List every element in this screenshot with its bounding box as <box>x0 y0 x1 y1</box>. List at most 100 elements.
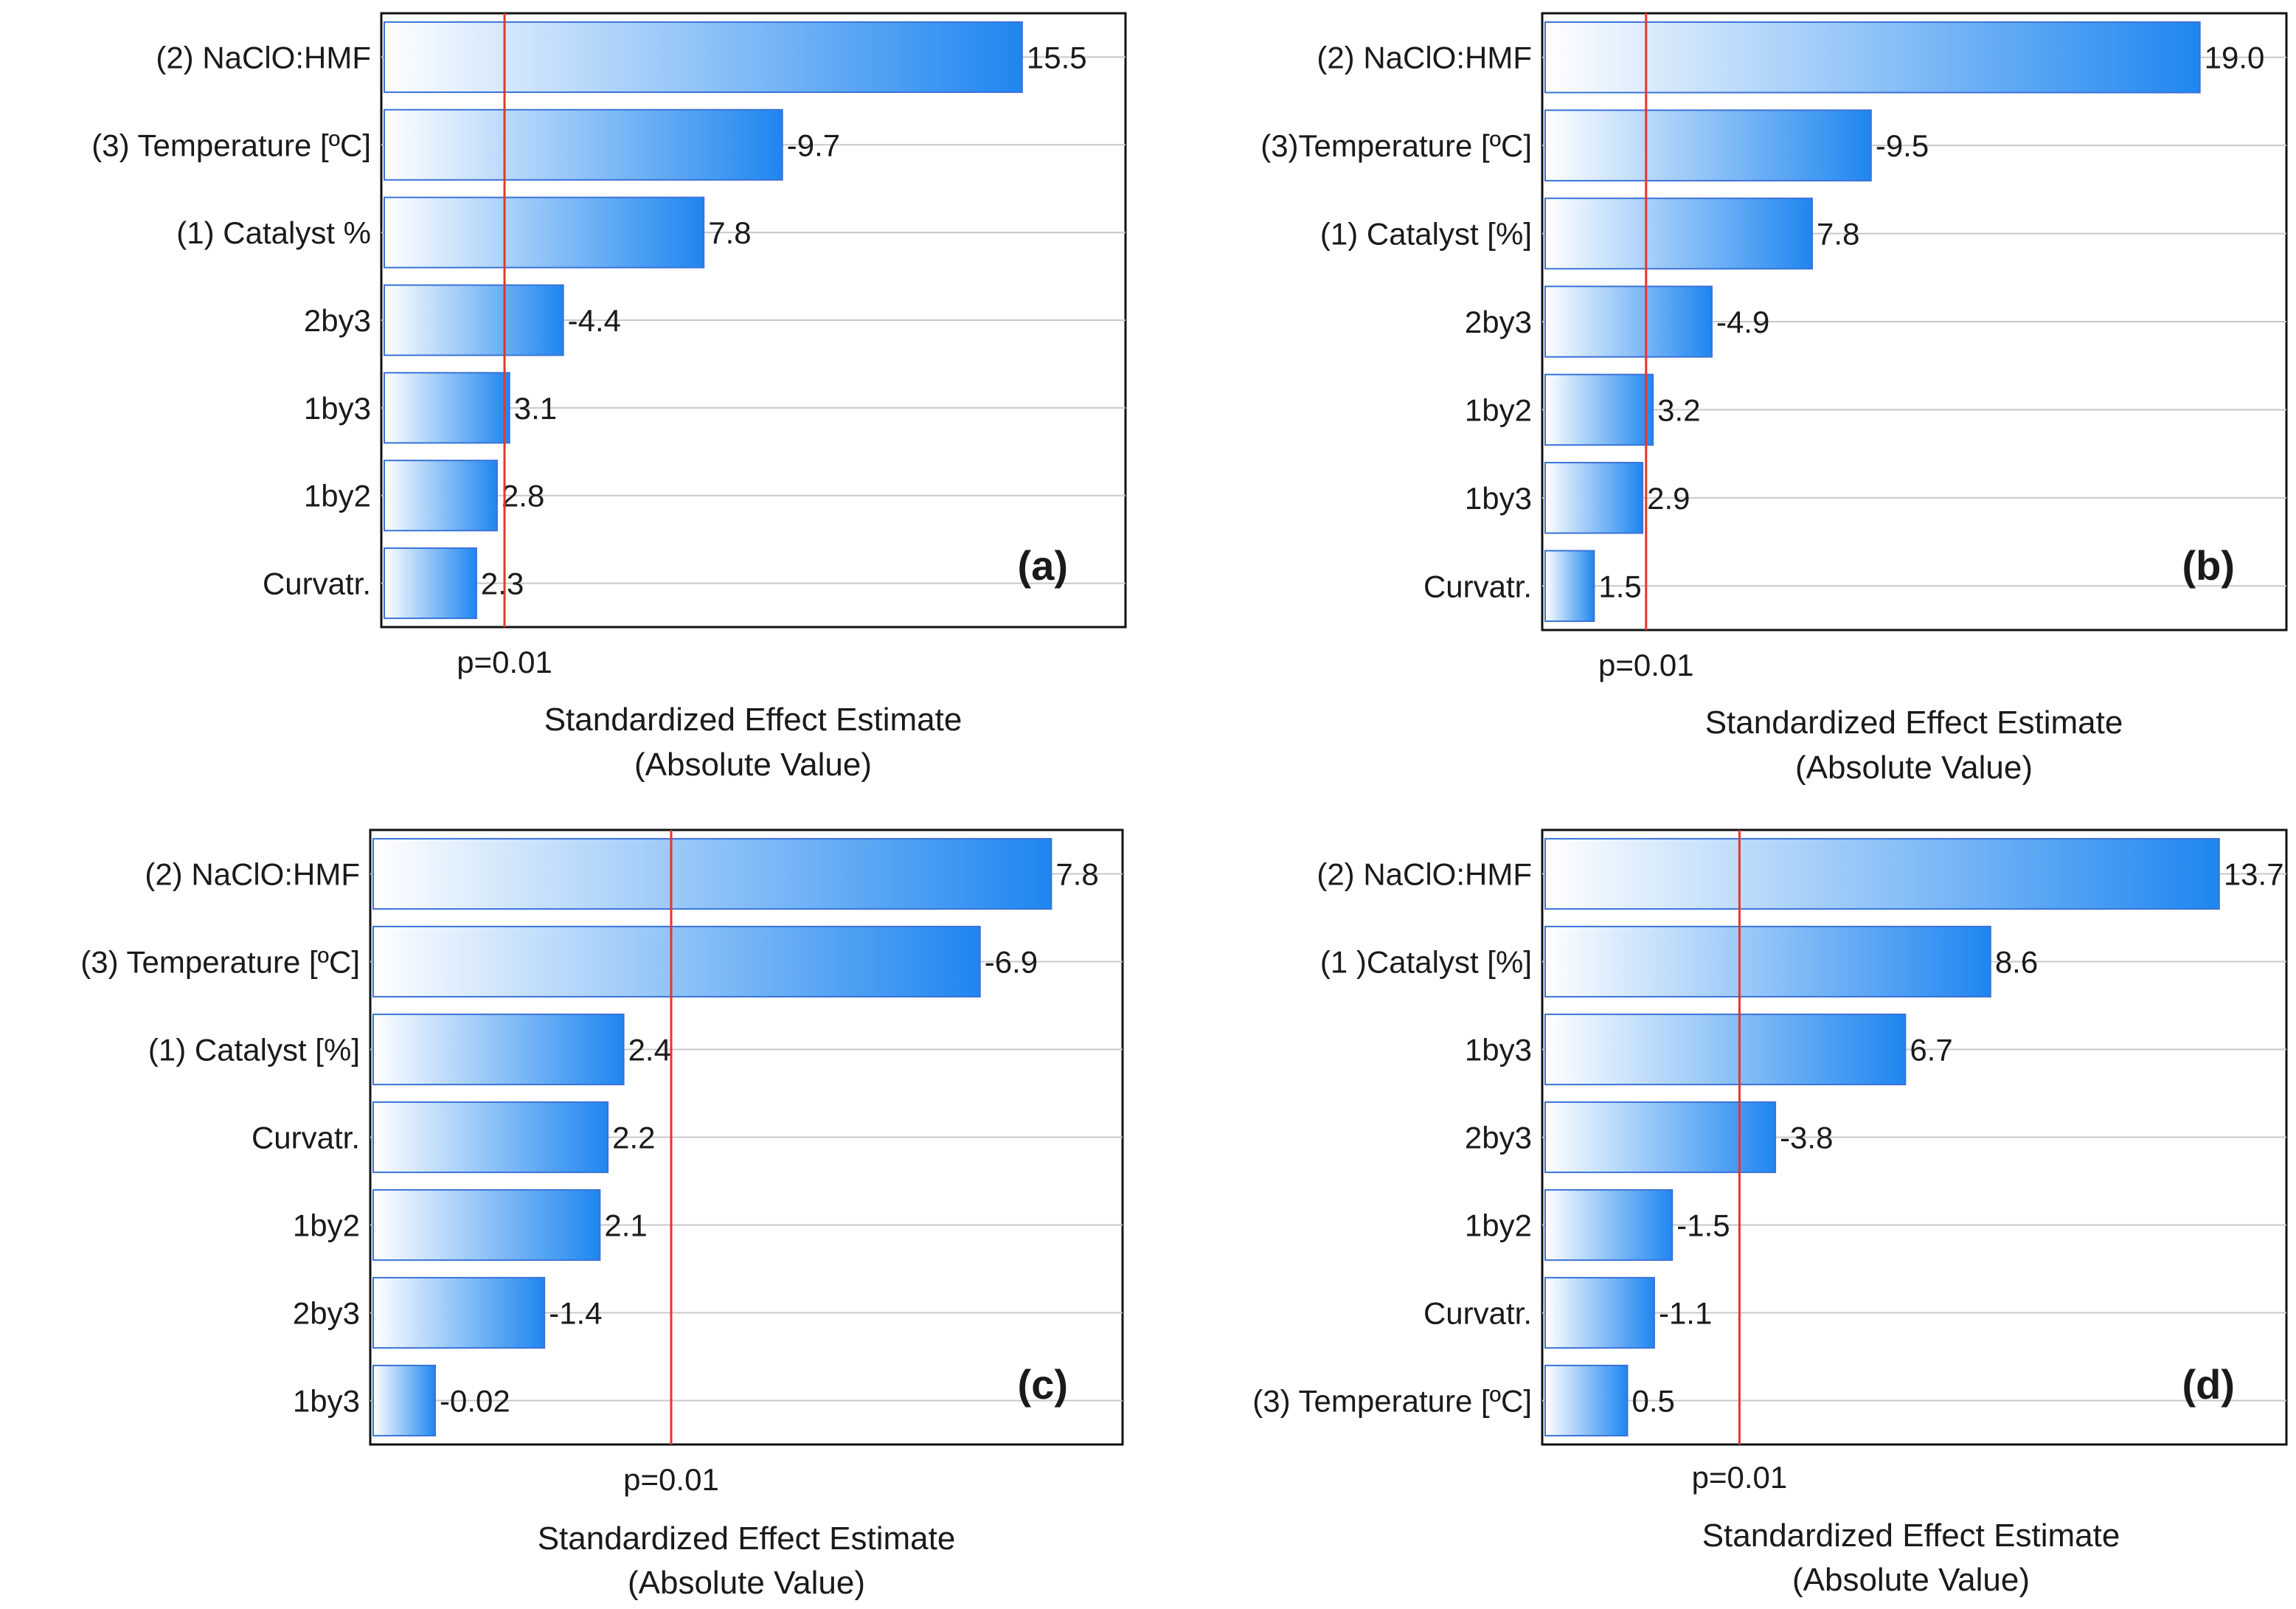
category-label: (1 )Catalyst [%] <box>1320 945 1532 980</box>
category-label: (2) NaClO:HMF <box>1317 41 1532 75</box>
chart-panel-b: (2) NaClO:HMF (3)Temperature [ºC] (1) Cata… <box>1260 12 2288 786</box>
value-label: -9.5 <box>1876 128 1929 163</box>
bar <box>384 196 705 269</box>
value-label: 2.3 <box>481 567 524 601</box>
category-label: 1by2 <box>1465 1208 1532 1243</box>
bar <box>1544 21 2201 94</box>
category-label: Curvatr. <box>263 567 371 601</box>
chart-panel-a: (2) NaClO:HMF (3) Temperature [ºC] (1) Cat… <box>91 12 1127 783</box>
value-label: 7.8 <box>708 215 751 250</box>
bar <box>372 1013 625 1086</box>
category-label: (3) Temperature [ºC] <box>80 945 360 980</box>
bar <box>384 284 564 356</box>
category-labels: (2) NaClO:HMF (3) Temperature [ºC] (1) Cat… <box>80 857 360 1419</box>
category-label: 1by3 <box>1465 1033 1532 1068</box>
value-label: 1.5 <box>1598 569 1641 603</box>
bar <box>372 1188 601 1262</box>
bar <box>384 547 477 620</box>
value-label: -4.4 <box>568 303 621 338</box>
value-labels: 15.5 -9.7 7.8 -4.4 3.1 2.8 2.3 <box>481 40 1087 601</box>
x-axis-title-line2: (Absolute Value) <box>628 1565 865 1601</box>
category-label: (3) Temperature [ºC] <box>91 128 371 162</box>
value-label: 2.8 <box>502 479 544 513</box>
bar <box>1544 925 1991 998</box>
bars-group <box>372 837 1052 1437</box>
bars-group <box>1544 21 2201 623</box>
value-label: 2.1 <box>604 1208 647 1243</box>
panel-label: (b) <box>2182 542 2235 589</box>
chart-panel-c: (2) NaClO:HMF (3) Temperature [ºC] (1) Cat… <box>80 828 1124 1601</box>
category-label: (2) NaClO:HMF <box>156 40 371 75</box>
category-labels: (2) NaClO:HMF (3) Temperature [ºC] (1) Cat… <box>91 40 371 601</box>
value-label: -1.5 <box>1676 1208 1730 1243</box>
bar <box>384 372 510 444</box>
x-axis-title-line1: Standardized Effect Estimate <box>538 1520 956 1557</box>
category-label: 2by3 <box>304 303 371 338</box>
bar <box>1544 1101 1777 1174</box>
bar <box>384 108 783 181</box>
bar <box>372 1276 546 1349</box>
category-labels: (2) NaClO:HMF (3)Temperature [ºC] (1) Cata… <box>1260 41 1532 604</box>
p-threshold-label: p=0.01 <box>623 1462 719 1497</box>
category-label: (3) Temperature [ºC] <box>1252 1384 1532 1419</box>
category-label: 1by2 <box>304 479 371 513</box>
category-label: 1by3 <box>304 391 371 426</box>
p-threshold-label: p=0.01 <box>1692 1460 1788 1495</box>
bar <box>1544 373 1654 446</box>
bar <box>1544 1276 1655 1349</box>
x-axis-title-line2: (Absolute Value) <box>634 747 872 783</box>
bar <box>372 925 981 998</box>
value-labels: 19.0 -9.5 7.8 -4.9 3.2 2.9 1.5 <box>1598 41 2264 604</box>
panel-label: (c) <box>1018 1361 1068 1408</box>
x-axis-title-line1: Standardized Effect Estimate <box>1702 1518 2120 1554</box>
value-label: -1.4 <box>549 1296 602 1331</box>
value-labels: 7.8 -6.9 2.4 2.2 2.1 -1.4 -0.02 <box>440 857 1099 1419</box>
category-label: 1by2 <box>1465 392 1532 427</box>
bars-group <box>1544 837 2220 1437</box>
category-label: (3)Temperature [ºC] <box>1260 128 1532 163</box>
bar <box>384 21 1023 93</box>
bar <box>1544 1013 1907 1086</box>
bar <box>1544 550 1595 623</box>
value-labels: 13.7 8.6 6.7 -3.8 -1.5 -1.1 0.5 <box>1631 857 2283 1419</box>
value-label: 0.5 <box>1631 1384 1674 1419</box>
panel-label: (a) <box>1018 542 1068 589</box>
category-label: 2by3 <box>1465 305 1532 339</box>
category-label: 2by3 <box>1465 1121 1532 1155</box>
category-label: (2) NaClO:HMF <box>145 857 360 892</box>
category-label: 1by2 <box>293 1208 360 1243</box>
category-labels: (2) NaClO:HMF (1 )Catalyst [%] 1by3 2by3 1by… <box>1252 857 1532 1419</box>
category-label: 1by3 <box>293 1384 360 1419</box>
x-axis-title-line2: (Absolute Value) <box>1795 750 2033 786</box>
x-axis-title-line1: Standardized Effect Estimate <box>544 702 963 738</box>
value-label: 13.7 <box>2224 857 2284 892</box>
bars-group <box>384 21 1023 620</box>
value-label: 19.0 <box>2205 41 2265 75</box>
x-axis-title-line2: (Absolute Value) <box>1792 1562 2030 1598</box>
bar <box>372 1101 609 1174</box>
value-label: 2.9 <box>1647 481 1690 516</box>
value-label: 3.2 <box>1657 392 1700 427</box>
panel-label: (d) <box>2182 1361 2235 1408</box>
bar <box>1544 1188 1674 1262</box>
bar <box>1544 197 1814 270</box>
value-label: -1.1 <box>1659 1296 1712 1331</box>
category-label: 2by3 <box>293 1296 360 1331</box>
value-label: 8.6 <box>1995 945 2038 980</box>
value-label: -4.9 <box>1716 305 1769 339</box>
value-label: -6.9 <box>985 945 1038 980</box>
value-label: -9.7 <box>787 128 840 162</box>
p-threshold-label: p=0.01 <box>457 645 552 679</box>
bar <box>372 837 1052 910</box>
category-label: (1) Catalyst [%] <box>1320 217 1532 252</box>
category-label: Curvatr. <box>252 1121 360 1155</box>
category-label: Curvatr. <box>1423 1296 1532 1331</box>
category-label: (2) NaClO:HMF <box>1317 857 1532 892</box>
value-label: 3.1 <box>514 391 557 426</box>
value-label: 7.8 <box>1055 857 1098 892</box>
bar <box>1544 462 1644 534</box>
category-label: 1by3 <box>1465 481 1532 516</box>
category-label: (1) Catalyst [%] <box>148 1033 360 1068</box>
p-threshold-label: p=0.01 <box>1598 648 1694 682</box>
